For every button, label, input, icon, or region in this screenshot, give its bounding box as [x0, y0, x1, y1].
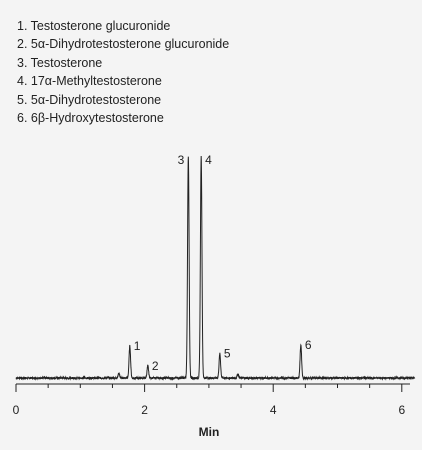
legend-item: 6. 6β-Hydroxytestosterone [17, 111, 164, 126]
x-axis-ticks: 0 2 4 6 [13, 384, 405, 417]
peak-label: 1 [134, 339, 141, 353]
peak-label: 2 [152, 359, 159, 373]
legend-item: 3. Testosterone [17, 55, 103, 70]
legend-item: 4. 17α-Methyltestosterone [17, 74, 162, 89]
x-tick-label: 4 [270, 403, 277, 417]
peak-label: 6 [305, 338, 312, 352]
x-axis-title: Min [199, 425, 220, 439]
chromatogram-trace [15, 156, 416, 381]
peak-label: 5 [224, 347, 231, 361]
legend-item: 2. 5α-Dihydrotestosterone glucuronide [17, 37, 230, 52]
x-tick-label: 6 [398, 403, 405, 417]
legend-item: 5. 5α-Dihydrotestosterone [17, 92, 162, 107]
trace-layer [15, 156, 416, 381]
peak-label: 3 [178, 153, 185, 167]
x-tick-label: 0 [13, 403, 20, 417]
legend-item: 1. Testosterone glucuronide [17, 19, 171, 33]
peak-label: 4 [205, 153, 212, 167]
peak-labels: 12 3 4 5 6 [134, 153, 312, 373]
x-tick-label: 2 [141, 403, 148, 417]
peak-legend: 1. Testosterone glucuronide 2. 5α-Dihydr… [17, 17, 229, 127]
